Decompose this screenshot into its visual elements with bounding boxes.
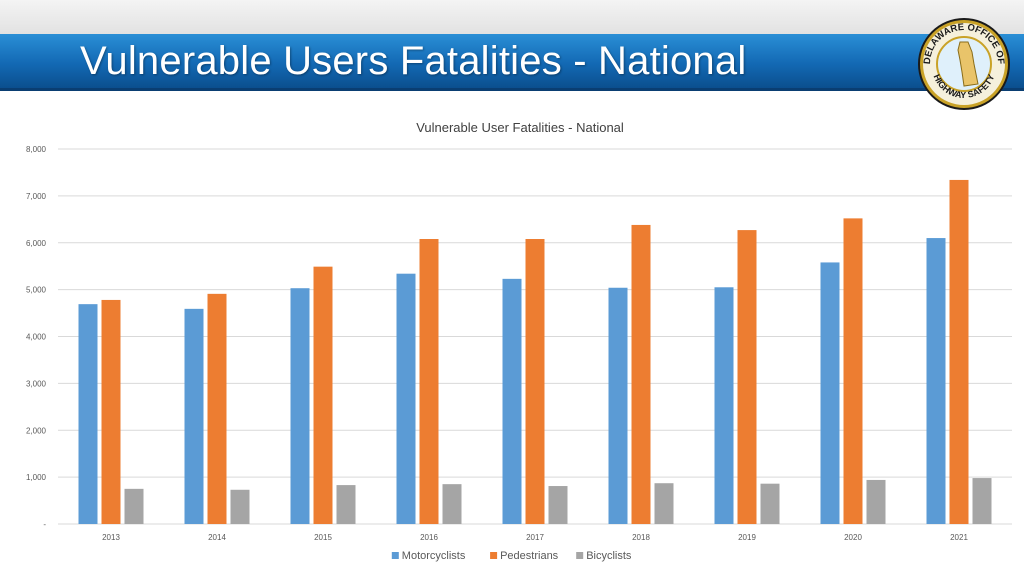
legend-label-pedestrians: Pedestrians [500,550,559,562]
x-tick-label-2020: 2020 [844,533,862,542]
bar-pedestrians-2013 [101,299,121,524]
bar-pedestrians-2020 [843,218,863,524]
y-tick-label-1000: 1,000 [26,473,47,482]
bar-pedestrians-2015 [313,266,333,524]
bar-bicyclists-2014 [230,489,250,524]
top-decorative-strip [0,0,1024,34]
legend-swatch-pedestrians [490,552,498,559]
bar-pedestrians-2016 [419,239,439,524]
bar-motorcyclists-2020 [820,262,840,524]
vulnerable-user-fatalities-chart: Vulnerable User Fatalities - National - 1,… [26,120,1012,562]
bar-bicyclists-2020 [866,479,886,524]
bar-pedestrians-2018 [631,224,651,524]
bar-bicyclists-2017 [548,486,568,524]
chart-title: Vulnerable User Fatalities - National [416,120,624,135]
bar-motorcyclists-2017 [502,278,522,524]
legend-label-motorcyclists: Motorcyclists [402,550,466,562]
y-tick-label-4000: 4,000 [26,333,47,342]
x-tick-label-2018: 2018 [632,533,650,542]
x-tick-label-2019: 2019 [738,533,756,542]
x-tick-label-2021: 2021 [950,533,968,542]
legend-label-bicyclists: Bicyclists [586,550,632,562]
bar-bicyclists-2021 [972,478,992,524]
bar-motorcyclists-2018 [608,287,628,524]
delaware-state-shape [957,41,979,87]
bar-pedestrians-2014 [207,293,227,524]
bar-motorcyclists-2021 [926,238,946,524]
x-tick-label-2015: 2015 [314,533,332,542]
bar-bicyclists-2015 [336,485,356,524]
bar-motorcyclists-2015 [290,288,310,524]
bar-bicyclists-2013 [124,488,144,524]
x-tick-label-2013: 2013 [102,533,120,542]
bar-pedestrians-2021 [949,179,969,524]
slide-title: Vulnerable Users Fatalities - National [80,39,747,83]
bar-motorcyclists-2019 [714,287,734,524]
bar-motorcyclists-2016 [396,273,416,524]
x-tick-label-2017: 2017 [526,533,544,542]
bar-bicyclists-2018 [654,483,674,524]
x-tick-label-2016: 2016 [420,533,438,542]
bar-pedestrians-2017 [525,239,545,524]
bar-motorcyclists-2014 [184,308,204,524]
chart-area: Vulnerable User Fatalities - National - 1,… [0,110,1024,576]
y-tick-label-6000: 6,000 [26,239,47,248]
legend-swatch-bicyclists [576,552,584,559]
y-tick-label-3000: 3,000 [26,379,47,388]
legend-swatch-motorcyclists [391,552,399,559]
y-tick-label-0: - [43,520,46,529]
y-tick-label-8000: 8,000 [26,145,47,154]
y-tick-label-5000: 5,000 [26,286,47,295]
y-tick-label-7000: 7,000 [26,192,47,201]
bar-pedestrians-2019 [737,230,757,524]
bar-motorcyclists-2013 [78,304,98,524]
bar-bicyclists-2016 [442,484,462,524]
title-band [0,34,1024,91]
y-tick-label-2000: 2,000 [26,426,47,435]
x-tick-label-2014: 2014 [208,533,226,542]
delaware-highway-safety-seal: DELAWARE OFFICE OF HIGHWAY SAFETY [918,18,1010,110]
bar-bicyclists-2019 [760,483,780,524]
